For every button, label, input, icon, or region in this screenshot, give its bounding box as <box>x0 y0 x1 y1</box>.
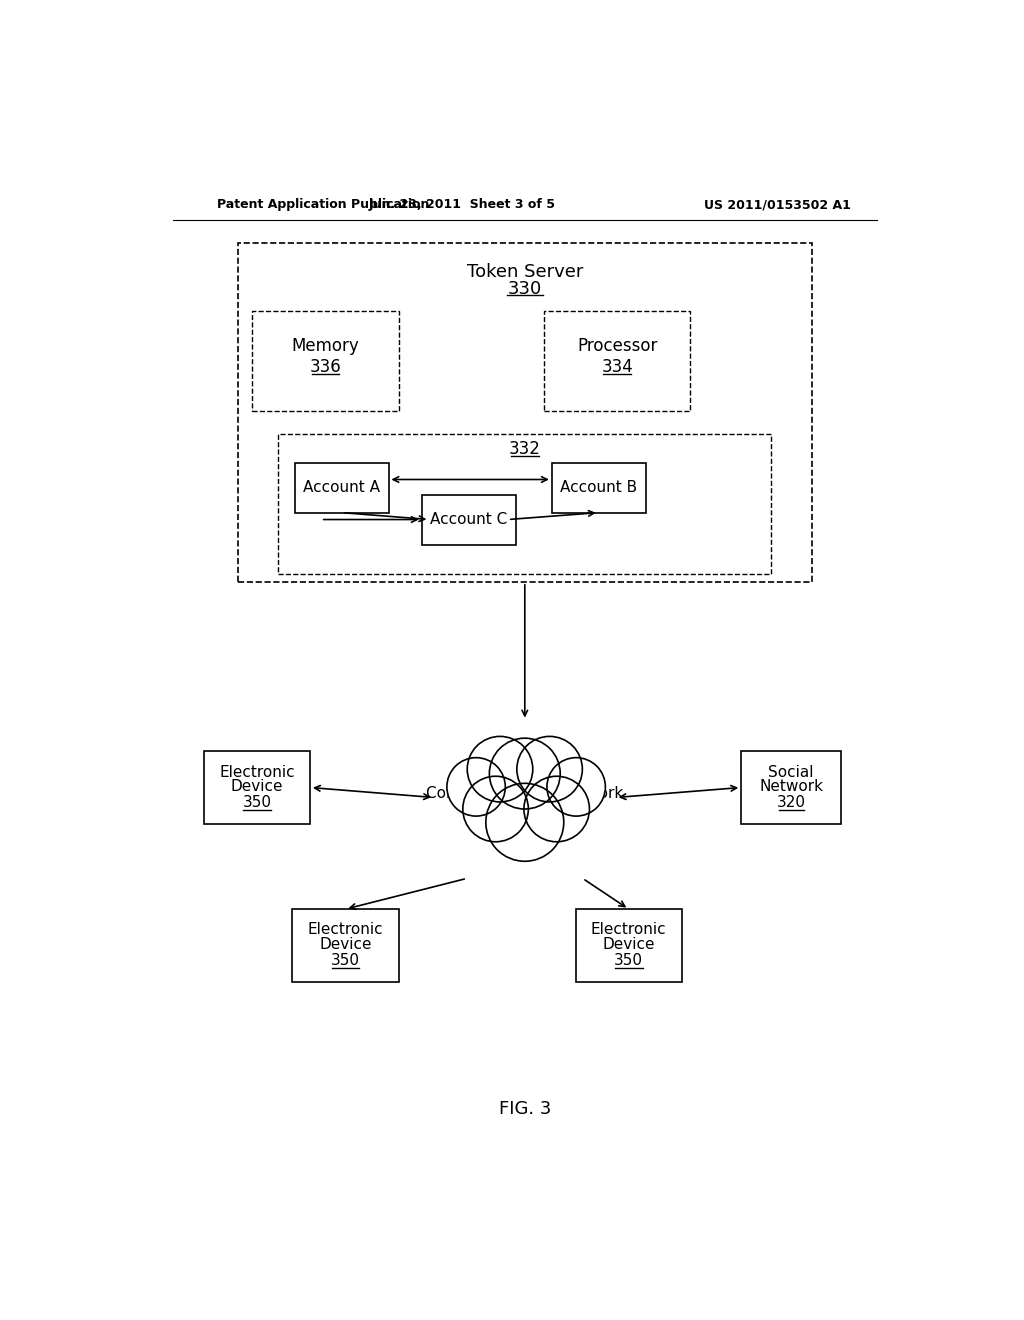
Text: Device: Device <box>319 937 372 952</box>
Text: Processor: Processor <box>577 337 657 355</box>
Circle shape <box>547 758 605 816</box>
Text: 350: 350 <box>331 953 359 969</box>
Bar <box>741 751 842 825</box>
Text: Patent Application Publication: Patent Application Publication <box>217 198 429 211</box>
Text: 320: 320 <box>777 796 806 810</box>
Text: Electronic: Electronic <box>307 923 383 937</box>
Text: 350: 350 <box>614 953 643 969</box>
Text: Network: Network <box>759 779 823 795</box>
Text: Token Server: Token Server <box>467 264 583 281</box>
Text: Social: Social <box>768 764 814 780</box>
Bar <box>204 751 310 825</box>
Text: Account A: Account A <box>303 479 380 495</box>
Circle shape <box>524 776 590 842</box>
Text: Device: Device <box>230 779 283 795</box>
Text: 350: 350 <box>243 796 271 810</box>
Circle shape <box>446 758 505 816</box>
Text: 340: 340 <box>510 805 540 821</box>
Text: Jun. 23, 2011  Sheet 3 of 5: Jun. 23, 2011 Sheet 3 of 5 <box>369 198 555 211</box>
Text: 334: 334 <box>601 358 633 376</box>
Circle shape <box>485 783 564 861</box>
Bar <box>239 243 812 582</box>
Bar <box>292 909 398 982</box>
Circle shape <box>467 737 532 803</box>
Circle shape <box>517 737 583 803</box>
Text: Communications Network: Communications Network <box>426 787 624 801</box>
Bar <box>252 312 398 411</box>
Text: 336: 336 <box>309 358 341 376</box>
Bar <box>552 462 646 512</box>
Bar <box>544 312 690 411</box>
Bar <box>295 462 388 512</box>
Bar <box>422 495 515 545</box>
Text: 332: 332 <box>509 441 541 458</box>
Circle shape <box>463 776 528 842</box>
Text: Device: Device <box>602 937 655 952</box>
Bar <box>575 909 682 982</box>
Text: 330: 330 <box>508 280 542 298</box>
Text: Account B: Account B <box>560 479 637 495</box>
Bar <box>279 434 771 574</box>
Text: Account C: Account C <box>430 512 507 527</box>
Text: Electronic: Electronic <box>219 764 295 780</box>
Circle shape <box>489 738 560 809</box>
Text: FIG. 3: FIG. 3 <box>499 1101 551 1118</box>
Text: Memory: Memory <box>292 337 359 355</box>
Text: US 2011/0153502 A1: US 2011/0153502 A1 <box>703 198 851 211</box>
Text: Electronic: Electronic <box>591 923 667 937</box>
